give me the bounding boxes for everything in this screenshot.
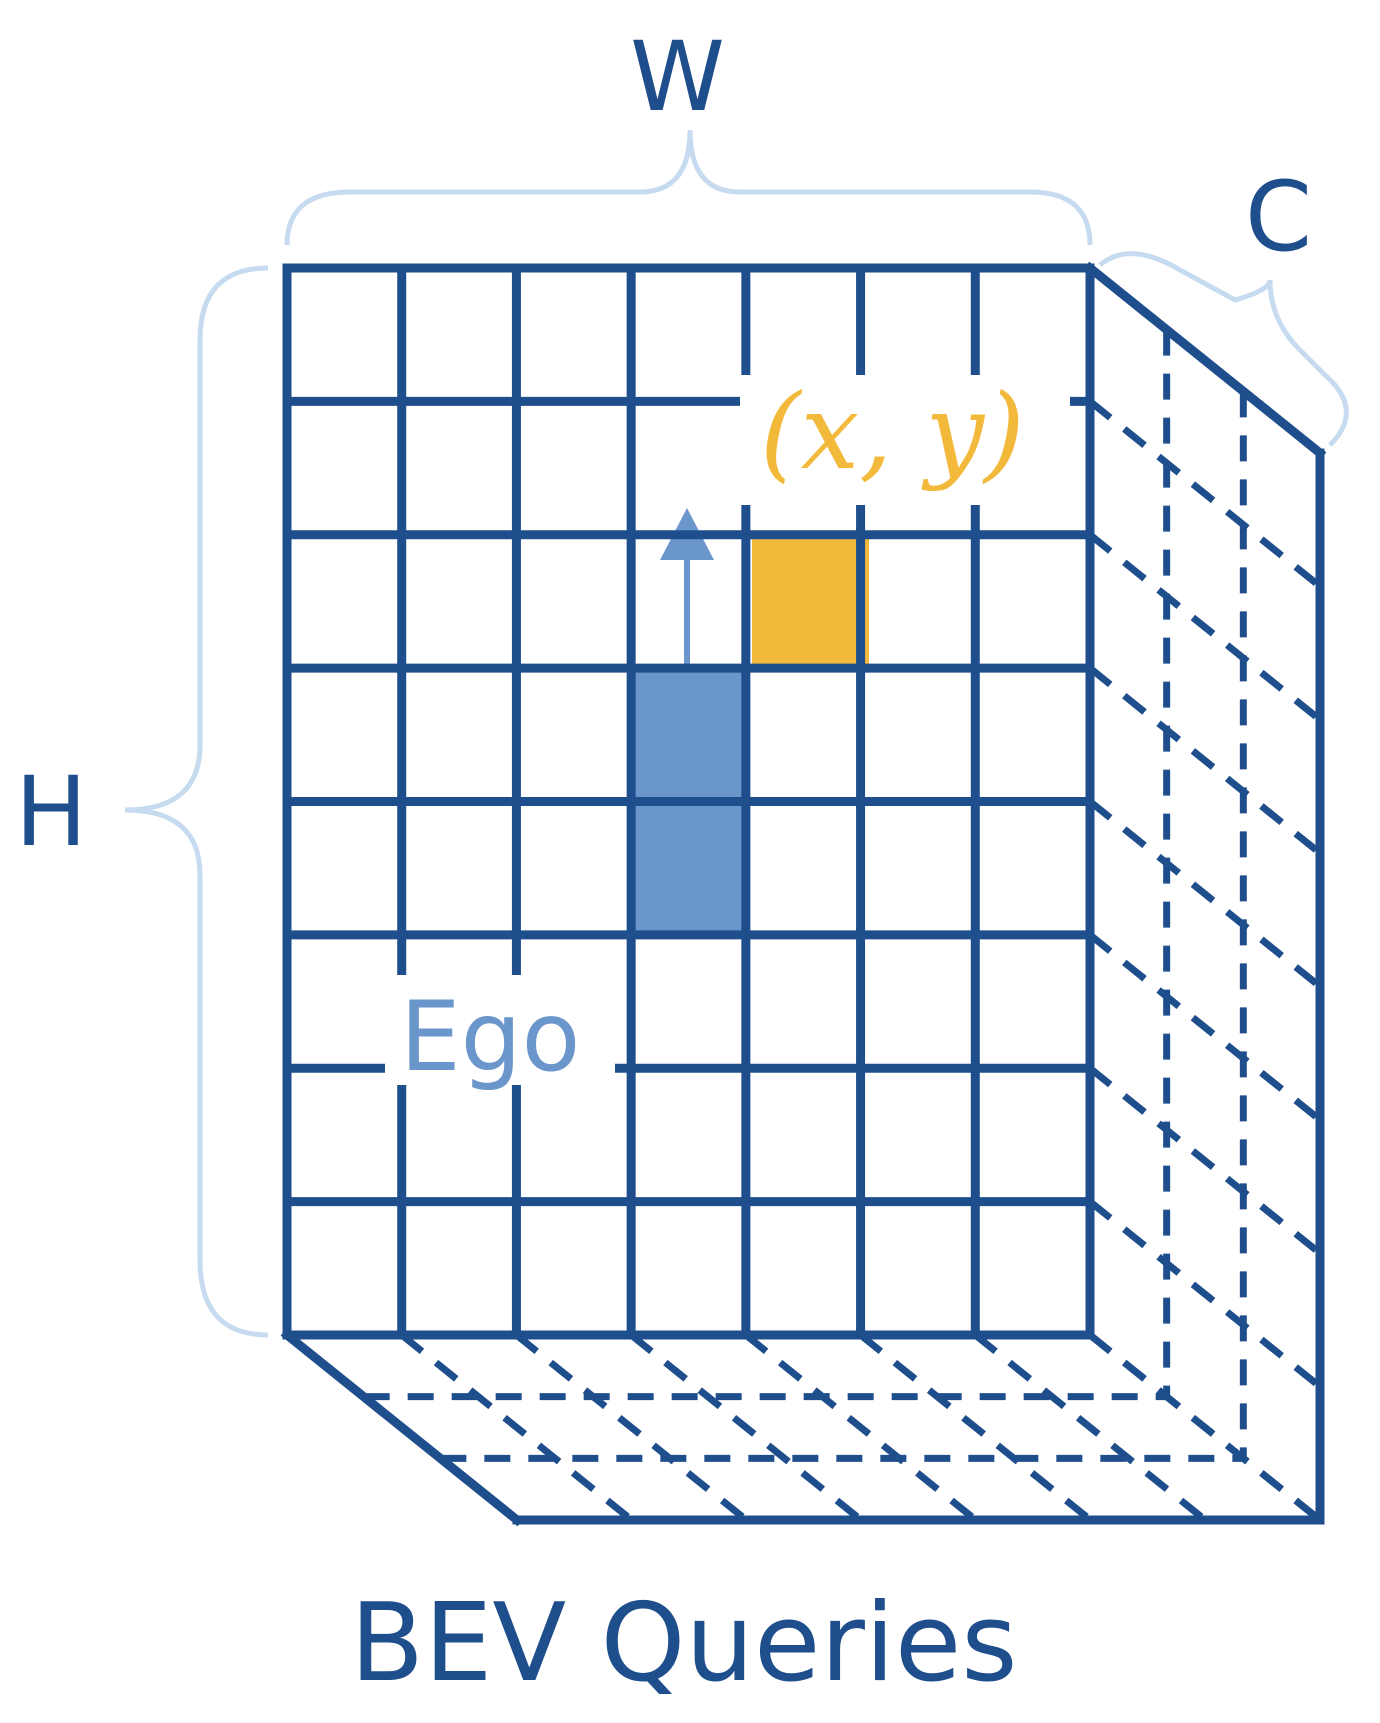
bottom-column-line [1087, 1332, 1323, 1523]
bottom-column-line [514, 1332, 749, 1523]
bottom-column-line [399, 1332, 634, 1523]
target-query-cell [752, 538, 869, 670]
height-brace [124, 265, 269, 1338]
ego-label-mask [385, 975, 615, 1085]
side-row-line [1087, 1065, 1323, 1256]
height-label: H [15, 756, 87, 868]
side-face [1083, 261, 1327, 1525]
title-label: BEV Queries [350, 1581, 1018, 1706]
width-label: W [630, 21, 725, 133]
ego-label: Ego [400, 981, 580, 1093]
bottom-column-line [973, 1332, 1208, 1523]
side-row-line [1087, 665, 1323, 856]
coord-label-mask [740, 375, 1070, 505]
side-row-line [1087, 532, 1323, 723]
bottom-column-line [628, 1332, 864, 1523]
bottom-left-edge [280, 1328, 524, 1527]
side-row-line [1087, 932, 1323, 1123]
channel-brace [1098, 251, 1349, 447]
coordinate-label: (x, y) [760, 371, 1025, 493]
width-brace [284, 129, 1093, 246]
side-row-line [1087, 1198, 1323, 1390]
side-row-line [1087, 798, 1323, 990]
side-row-line [1087, 398, 1323, 590]
bottom-face [280, 1328, 1325, 1527]
channels-label: C [1245, 161, 1312, 273]
bottom-column-line [858, 1332, 1093, 1523]
side-top-edge [1083, 261, 1327, 460]
bottom-column-line [743, 1332, 979, 1523]
